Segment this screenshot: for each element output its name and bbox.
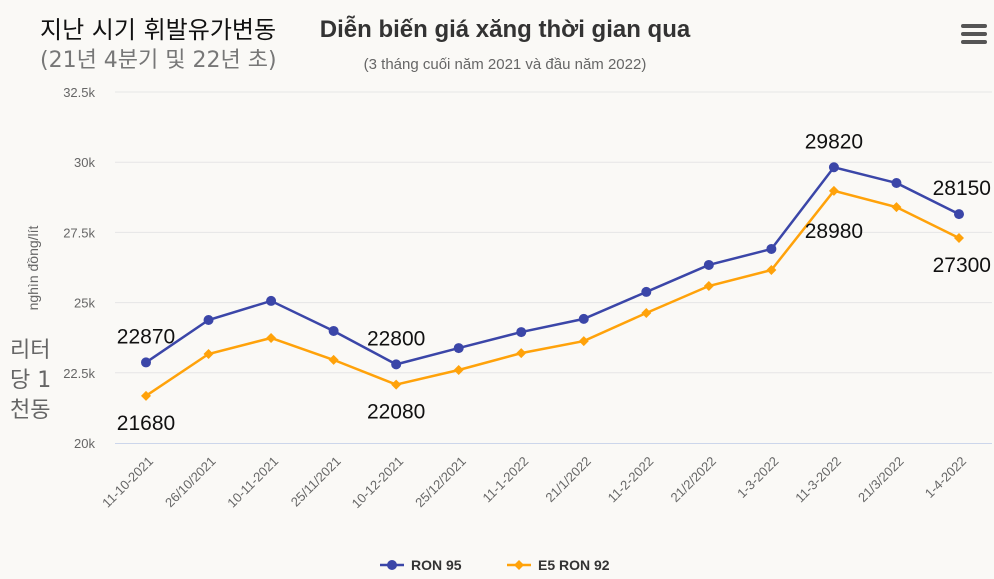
y-tick-label: 32.5k [63, 85, 95, 100]
data-point [891, 202, 902, 213]
x-tick-label: 11-10-2021 [99, 454, 156, 511]
data-point [828, 162, 839, 173]
data-label: 22870 [117, 325, 175, 348]
x-tick-label: 11-2-2022 [605, 454, 657, 506]
data-point [328, 354, 339, 365]
x-tick-label: 25/12/2021 [412, 454, 469, 511]
legend-marker [387, 560, 397, 570]
data-point [703, 281, 714, 292]
data-label: 22080 [367, 401, 425, 424]
data-point [203, 348, 214, 359]
data-label: 27300 [933, 254, 991, 277]
x-tick-label: 26/10/2021 [162, 454, 219, 511]
data-label: 21680 [117, 412, 175, 435]
x-tick-label: 21/1/2022 [542, 454, 594, 506]
data-point [891, 177, 902, 188]
y-tick-label: 27.5k [63, 225, 95, 240]
data-point [266, 295, 277, 306]
data-point [766, 243, 777, 254]
x-tick-label: 1-4-2022 [922, 454, 969, 501]
data-point [453, 364, 464, 375]
y-tick-label: 30k [74, 155, 95, 170]
y-axis-title: nghìn đồng/lít [25, 225, 41, 310]
data-point [641, 307, 652, 318]
x-tick-label: 11-1-2022 [480, 454, 532, 506]
legend-item: E5 RON 92 [538, 557, 610, 573]
chart-title: Diễn biến giá xăng thời gian qua [320, 15, 691, 43]
y-tick-label: 25k [74, 296, 95, 311]
data-point [266, 332, 277, 343]
data-label: 29820 [805, 130, 863, 153]
x-tick-label: 1-3-2022 [734, 454, 781, 501]
x-tick-label: 21/3/2022 [855, 454, 907, 506]
data-label: 28150 [933, 177, 991, 200]
data-point [516, 348, 527, 359]
data-point [391, 379, 402, 390]
y-tick-label: 22.5k [63, 366, 95, 381]
y-tick-label: 20k [74, 436, 95, 451]
series-line-e5-ron-92 [145, 189, 960, 397]
korean-title: 지난 시기 휘발유가변동 [40, 16, 277, 44]
data-point [453, 343, 464, 354]
data-point [766, 265, 777, 276]
data-point [141, 357, 151, 368]
x-tick-label: 25/11/2021 [288, 454, 344, 510]
chart-subtitle: (3 tháng cuối năm 2021 và đầu năm 2022) [364, 56, 647, 73]
korean-unit-label: 리터 당 1천동 [10, 338, 52, 423]
data-point [641, 286, 652, 297]
data-point [203, 315, 214, 326]
data-point [516, 327, 527, 338]
data-point [328, 325, 339, 336]
data-point [954, 233, 964, 244]
legend-item: RON 95 [411, 557, 462, 573]
x-tick-label: 21/2/2022 [667, 454, 719, 506]
data-point [578, 313, 589, 324]
x-tick-label: 10-12-2021 [349, 454, 407, 512]
x-tick-label: 10-11-2021 [224, 454, 281, 511]
korean-subtitle: (21년 4분기 및 22년 초) [40, 48, 277, 73]
data-point [391, 359, 402, 370]
data-point [141, 390, 151, 401]
data-label: 22800 [367, 327, 425, 350]
x-tick-label: 11-3-2022 [792, 454, 844, 506]
data-point [703, 259, 714, 270]
data-label: 28980 [805, 220, 863, 243]
data-point [578, 336, 589, 347]
data-point [828, 185, 839, 196]
hamburger-menu-icon[interactable] [958, 20, 990, 50]
legend-marker [514, 560, 524, 570]
data-point [954, 209, 964, 220]
series-line-ron-95 [145, 165, 960, 366]
